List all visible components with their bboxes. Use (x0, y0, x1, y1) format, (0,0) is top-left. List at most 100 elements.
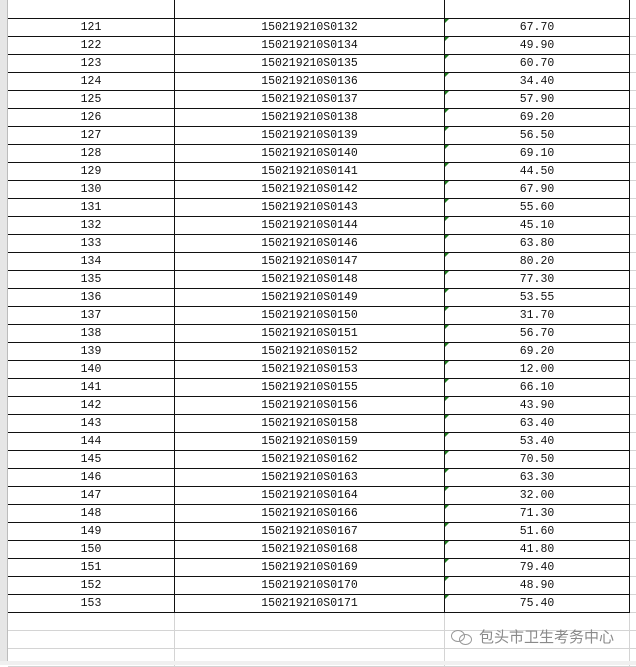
empty-cell[interactable] (630, 559, 636, 577)
empty-cell[interactable] (630, 379, 636, 397)
header-cell[interactable] (630, 0, 636, 19)
id-cell[interactable]: 150219210S0151 (175, 325, 445, 343)
score-cell[interactable]: 80.20 (445, 253, 630, 271)
horizontal-scrollbar[interactable] (0, 661, 636, 665)
score-cell[interactable]: 63.40 (445, 415, 630, 433)
empty-cell[interactable] (630, 199, 636, 217)
score-cell[interactable]: 66.10 (445, 379, 630, 397)
id-cell[interactable]: 150219210S0132 (175, 19, 445, 37)
empty-cell[interactable] (630, 613, 636, 631)
seq-cell[interactable]: 144 (8, 433, 175, 451)
seq-cell[interactable]: 124 (8, 73, 175, 91)
seq-cell[interactable]: 134 (8, 253, 175, 271)
id-cell[interactable]: 150219210S0168 (175, 541, 445, 559)
id-cell[interactable]: 150219210S0141 (175, 163, 445, 181)
empty-cell[interactable] (630, 109, 636, 127)
score-cell[interactable]: 48.90 (445, 577, 630, 595)
score-cell[interactable]: 60.70 (445, 55, 630, 73)
id-cell[interactable]: 150219210S0159 (175, 433, 445, 451)
id-cell[interactable]: 150219210S0153 (175, 361, 445, 379)
seq-cell[interactable]: 128 (8, 145, 175, 163)
seq-cell[interactable]: 151 (8, 559, 175, 577)
empty-cell[interactable] (175, 631, 445, 649)
id-cell[interactable]: 150219210S0134 (175, 37, 445, 55)
seq-cell[interactable]: 139 (8, 343, 175, 361)
seq-cell[interactable]: 152 (8, 577, 175, 595)
id-cell[interactable]: 150219210S0169 (175, 559, 445, 577)
empty-cell[interactable] (630, 451, 636, 469)
seq-cell[interactable]: 131 (8, 199, 175, 217)
id-cell[interactable]: 150219210S0156 (175, 397, 445, 415)
id-cell[interactable]: 150219210S0162 (175, 451, 445, 469)
score-cell[interactable]: 53.40 (445, 433, 630, 451)
seq-cell[interactable]: 130 (8, 181, 175, 199)
id-cell[interactable]: 150219210S0148 (175, 271, 445, 289)
empty-cell[interactable] (630, 469, 636, 487)
score-cell[interactable]: 70.50 (445, 451, 630, 469)
score-cell[interactable]: 56.70 (445, 325, 630, 343)
score-cell[interactable]: 79.40 (445, 559, 630, 577)
id-cell[interactable]: 150219210S0166 (175, 505, 445, 523)
empty-cell[interactable] (630, 415, 636, 433)
seq-cell[interactable]: 125 (8, 91, 175, 109)
empty-cell[interactable] (630, 55, 636, 73)
score-cell[interactable]: 71.30 (445, 505, 630, 523)
id-cell[interactable]: 150219210S0158 (175, 415, 445, 433)
id-cell[interactable]: 150219210S0170 (175, 577, 445, 595)
empty-cell[interactable] (630, 433, 636, 451)
empty-cell[interactable] (630, 91, 636, 109)
empty-cell[interactable] (445, 613, 630, 631)
id-cell[interactable]: 150219210S0135 (175, 55, 445, 73)
score-cell[interactable]: 67.70 (445, 19, 630, 37)
id-cell[interactable]: 150219210S0140 (175, 145, 445, 163)
score-cell[interactable]: 49.90 (445, 37, 630, 55)
id-cell[interactable]: 150219210S0139 (175, 127, 445, 145)
id-cell[interactable]: 150219210S0163 (175, 469, 445, 487)
score-cell[interactable]: 56.50 (445, 127, 630, 145)
id-cell[interactable]: 150219210S0164 (175, 487, 445, 505)
empty-cell[interactable] (630, 253, 636, 271)
score-cell[interactable]: 34.40 (445, 73, 630, 91)
score-cell[interactable]: 31.70 (445, 307, 630, 325)
empty-cell[interactable] (630, 325, 636, 343)
score-cell[interactable]: 63.30 (445, 469, 630, 487)
score-cell[interactable]: 12.00 (445, 361, 630, 379)
score-cell[interactable]: 63.80 (445, 235, 630, 253)
seq-cell[interactable]: 153 (8, 595, 175, 613)
score-cell[interactable]: 53.55 (445, 289, 630, 307)
empty-cell[interactable] (630, 145, 636, 163)
seq-cell[interactable]: 135 (8, 271, 175, 289)
seq-cell[interactable]: 121 (8, 19, 175, 37)
score-cell[interactable]: 75.40 (445, 595, 630, 613)
score-cell[interactable]: 44.50 (445, 163, 630, 181)
seq-cell[interactable]: 123 (8, 55, 175, 73)
empty-cell[interactable] (630, 181, 636, 199)
empty-cell[interactable] (630, 487, 636, 505)
id-cell[interactable]: 150219210S0149 (175, 289, 445, 307)
seq-cell[interactable]: 141 (8, 379, 175, 397)
score-cell[interactable]: 77.30 (445, 271, 630, 289)
score-cell[interactable]: 32.00 (445, 487, 630, 505)
empty-cell[interactable] (630, 397, 636, 415)
id-cell[interactable]: 150219210S0142 (175, 181, 445, 199)
empty-cell[interactable] (630, 541, 636, 559)
id-cell[interactable]: 150219210S0167 (175, 523, 445, 541)
empty-cell[interactable] (630, 505, 636, 523)
seq-cell[interactable]: 142 (8, 397, 175, 415)
empty-cell[interactable] (630, 343, 636, 361)
empty-cell[interactable] (630, 235, 636, 253)
score-cell[interactable]: 69.10 (445, 145, 630, 163)
empty-cell[interactable] (630, 19, 636, 37)
score-cell[interactable]: 51.60 (445, 523, 630, 541)
id-cell[interactable]: 150219210S0147 (175, 253, 445, 271)
seq-cell[interactable]: 127 (8, 127, 175, 145)
row-header-strip[interactable] (0, 0, 8, 665)
empty-cell[interactable] (630, 523, 636, 541)
empty-cell[interactable] (630, 271, 636, 289)
empty-cell[interactable] (630, 163, 636, 181)
empty-cell[interactable] (8, 613, 175, 631)
id-cell[interactable]: 150219210S0171 (175, 595, 445, 613)
seq-cell[interactable]: 129 (8, 163, 175, 181)
seq-cell[interactable]: 140 (8, 361, 175, 379)
header-cell[interactable] (8, 0, 175, 19)
